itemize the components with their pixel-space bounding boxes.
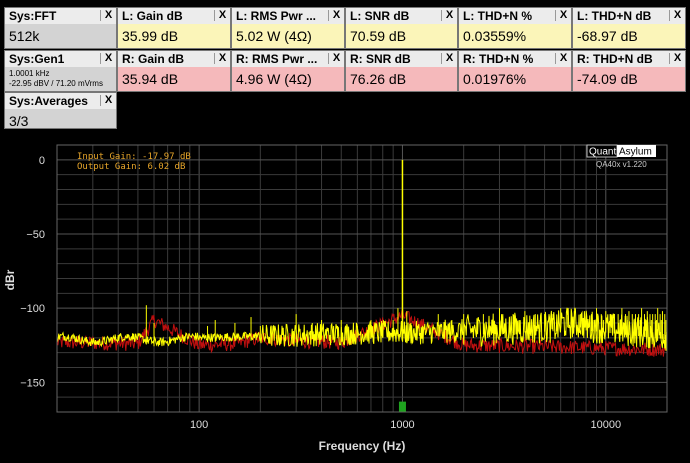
close-icon[interactable]: X [559, 9, 568, 21]
tile-sys-gen1[interactable]: Sys:Gen1 X 1.0001 kHz -22.95 dBV / 71.20 … [4, 50, 117, 92]
close-icon[interactable]: X [218, 52, 227, 64]
fft-plot-svg[interactable]: 0 −50 −100 −150 100 1000 10000 dBr Frequency … [0, 140, 690, 458]
tile-r-thdn-db[interactable]: R: THD+N dB X -74.09 dB [572, 50, 686, 92]
tile-title: R: THD+N dB [577, 52, 653, 66]
plot-background [0, 140, 690, 458]
tile-title: R: RMS Pwr ... [236, 52, 318, 66]
y-tick-labels: 0 −50 −100 −150 [20, 155, 45, 389]
tile-l-gain[interactable]: L: Gain dB X 35.99 dB [117, 7, 231, 49]
x-axis-title: Frequency (Hz) [319, 439, 406, 453]
close-icon[interactable]: X [104, 94, 113, 106]
close-icon[interactable]: X [673, 9, 682, 21]
logo-left-text: Quant [589, 147, 616, 158]
quantasylum-logo: Quant Asylum QA40x v1.220 [586, 144, 656, 169]
y-tick-label: −150 [20, 377, 45, 389]
plot-frame [56, 144, 668, 413]
tile-value: 3/3 [5, 109, 116, 128]
y-tick-label: −50 [26, 229, 45, 241]
version-label: QA40x v1.220 [596, 160, 647, 169]
tile-header: L: RMS Pwr ... X [232, 8, 344, 24]
y-axis-title: dBr [3, 269, 17, 290]
tile-title: Sys:Averages [9, 94, 88, 108]
tile-value: 70.59 dB [346, 24, 457, 48]
tile-header: Sys:Gen1 X [5, 51, 116, 67]
tile-r-thdn-percent[interactable]: R: THD+N % X 0.01976% [458, 50, 572, 92]
tile-title: Sys:FFT [9, 9, 57, 23]
gen-level: -22.95 dBV / 71.20 mVrms [9, 79, 103, 88]
tile-value: 4.96 W (4Ω) [232, 67, 344, 91]
tile-header: R: RMS Pwr ... X [232, 51, 344, 67]
tile-header: Sys:Averages X [5, 93, 116, 109]
tile-header: R: SNR dB X [346, 51, 457, 67]
tile-title: L: RMS Pwr ... [236, 9, 317, 23]
tile-value: -74.09 dB [573, 67, 685, 91]
x-tick-labels: 100 1000 10000 [190, 419, 621, 431]
tile-value: 0.03559% [459, 24, 571, 48]
x-tick-label: 1000 [390, 419, 414, 431]
tile-value: 0.01976% [459, 67, 571, 91]
tile-title: R: THD+N % [463, 52, 534, 66]
y-tick-label: 0 [39, 155, 45, 167]
tile-value: 35.94 dB [118, 67, 230, 91]
tile-title: L: THD+N % [463, 9, 532, 23]
close-icon[interactable]: X [104, 9, 113, 21]
tile-r-snr[interactable]: R: SNR dB X 76.26 dB [345, 50, 458, 92]
close-icon[interactable]: X [445, 52, 454, 64]
tile-value: -68.97 dB [573, 24, 685, 48]
close-icon[interactable]: X [559, 52, 568, 64]
tile-header: R: Gain dB X [118, 51, 230, 67]
tile-title: L: Gain dB [122, 9, 183, 23]
gen-details: 1.0001 kHz -22.95 dBV / 71.20 mVrms [5, 67, 116, 91]
tile-title: R: Gain dB [122, 52, 184, 66]
tile-header: L: THD+N % X [459, 8, 571, 24]
plot-grid [56, 144, 668, 413]
tile-l-snr[interactable]: L: SNR dB X 70.59 dB [345, 7, 458, 49]
tile-l-rms-power[interactable]: L: RMS Pwr ... X 5.02 W (4Ω) [231, 7, 345, 49]
tile-title: Sys:Gen1 [9, 52, 65, 66]
tile-r-gain[interactable]: R: Gain dB X 35.94 dB [117, 50, 231, 92]
close-icon[interactable]: X [104, 52, 113, 64]
fft-plot[interactable]: 0 −50 −100 −150 100 1000 10000 dBr Frequency … [0, 140, 690, 458]
y-tick-label: −100 [20, 303, 45, 315]
tile-header: L: THD+N dB X [573, 8, 685, 24]
trace-left-channel [56, 307, 668, 351]
x-tick-label: 10000 [590, 419, 621, 431]
close-icon[interactable]: X [218, 9, 227, 21]
input-gain-annotation: Input Gain: -17.97 dB [77, 152, 191, 162]
x-tick-label: 100 [190, 419, 208, 431]
tile-sys-fft[interactable]: Sys:FFT X 512k [4, 7, 117, 49]
tile-l-thdn-percent[interactable]: L: THD+N % X 0.03559% [458, 7, 572, 49]
tile-l-thdn-db[interactable]: L: THD+N dB X -68.97 dB [572, 7, 686, 49]
close-icon[interactable]: X [673, 52, 682, 64]
tile-title: L: THD+N dB [577, 9, 652, 23]
tile-header: R: THD+N dB X [573, 51, 685, 67]
logo-right-text: Asylum [619, 147, 652, 158]
tile-header: L: Gain dB X [118, 8, 230, 24]
tile-r-rms-power[interactable]: R: RMS Pwr ... X 4.96 W (4Ω) [231, 50, 345, 92]
output-gain-annotation: Output Gain: 6.02 dB [77, 162, 185, 172]
tile-header: R: THD+N % X [459, 51, 571, 67]
close-icon[interactable]: X [332, 52, 341, 64]
tile-value: 35.99 dB [118, 24, 230, 48]
tile-title: L: SNR dB [350, 9, 410, 23]
close-icon[interactable]: X [445, 9, 454, 21]
gen-frequency: 1.0001 kHz [9, 69, 50, 78]
plot-traces [56, 159, 668, 357]
tile-value: 5.02 W (4Ω) [232, 24, 344, 48]
logo-right-box [617, 145, 656, 157]
tile-value: 512k [5, 24, 116, 48]
tile-header: L: SNR dB X [346, 8, 457, 24]
close-icon[interactable]: X [332, 9, 341, 21]
frequency-marker[interactable] [398, 401, 406, 412]
tile-value: 76.26 dB [346, 67, 457, 91]
trace-right-channel [56, 308, 668, 357]
tile-header: Sys:FFT X [5, 8, 116, 24]
tile-sys-averages[interactable]: Sys:Averages X 3/3 [4, 92, 117, 129]
tile-title: R: SNR dB [350, 52, 411, 66]
